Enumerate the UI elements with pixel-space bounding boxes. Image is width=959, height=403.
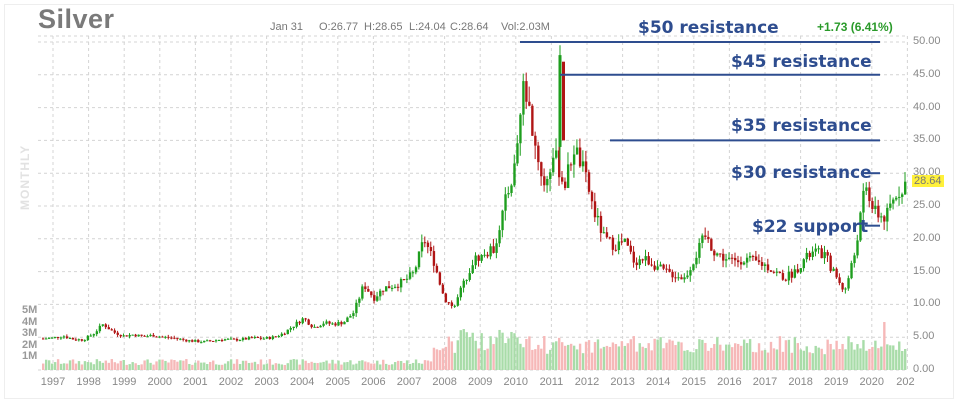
x-tick-label: 2001 — [183, 376, 208, 388]
x-tick-label: 202 — [896, 376, 915, 388]
y-tick-label: 10.00 — [913, 297, 941, 310]
y-tick-label: 45.00 — [913, 67, 941, 80]
x-tick-label: 2008 — [432, 376, 457, 388]
x-tick-label: 2015 — [681, 376, 707, 388]
close-value: C:28.64 — [450, 21, 489, 33]
y-tick-label: 20.00 — [913, 231, 941, 244]
open-value: O:26.77 — [319, 21, 359, 33]
annotation-label: $30 resistance — [731, 163, 872, 183]
x-tick-label: 2013 — [610, 376, 635, 388]
x-tick-label: 2011 — [539, 376, 564, 388]
chart-title: Silver — [38, 4, 115, 34]
x-tick-label: 2010 — [503, 376, 529, 388]
y-tick-label: 40.00 — [913, 100, 941, 113]
y-tick-label: 5.00 — [913, 330, 935, 343]
x-tick-label: 2018 — [788, 376, 813, 388]
chart-frame — [4, 4, 954, 399]
x-tick-label: 2007 — [396, 376, 422, 388]
x-tick-label: 2003 — [254, 376, 279, 388]
x-tick-label: 2016 — [717, 376, 742, 388]
volume-tick-label: 5M — [22, 304, 38, 316]
bar-date: Jan 31 — [270, 21, 304, 33]
x-tick-label: 2019 — [823, 376, 849, 388]
x-tick-label: 2017 — [752, 376, 778, 388]
x-tick-label: 2002 — [218, 376, 244, 388]
x-tick-label: 2004 — [289, 376, 315, 388]
last-price-badge: 28.64 — [912, 175, 944, 187]
x-tick-label: 2012 — [574, 376, 600, 388]
annotation-label: $45 resistance — [731, 52, 872, 72]
volume-tick-label: 1M — [22, 350, 38, 362]
x-tick-label: 2000 — [147, 376, 173, 388]
y-tick-label: 35.00 — [913, 133, 941, 146]
y-tick-label: 50.00 — [913, 35, 941, 47]
volume-tick-label: 3M — [22, 327, 38, 339]
x-tick-label: 1998 — [76, 376, 101, 388]
x-tick-label: 2006 — [361, 376, 386, 388]
x-tick-label: 2005 — [325, 376, 351, 388]
volume-tick-label: 2M — [22, 338, 38, 351]
volume-value: Vol:2.03M — [501, 21, 550, 33]
volume-tick-label: 4M — [22, 315, 38, 328]
annotation-label: $22 support — [752, 217, 869, 237]
x-tick-label: 1999 — [111, 376, 137, 388]
x-tick-label: 1997 — [40, 376, 66, 388]
annotation-label: $50 resistance — [638, 18, 779, 38]
y-tick-label: 25.00 — [913, 199, 941, 211]
y-tick-label: 0.00 — [913, 363, 935, 375]
annotation-label: $35 resistance — [731, 116, 872, 136]
y-tick-label: 15.00 — [913, 264, 941, 277]
low-value: L:24.04 — [409, 21, 446, 33]
x-tick-label: 2020 — [859, 376, 885, 388]
x-tick-label: 2014 — [645, 376, 671, 388]
x-tick-label: 2009 — [467, 376, 493, 388]
high-value: H:28.65 — [364, 21, 403, 33]
price-change: +1.73 (6.41%) — [817, 20, 893, 34]
